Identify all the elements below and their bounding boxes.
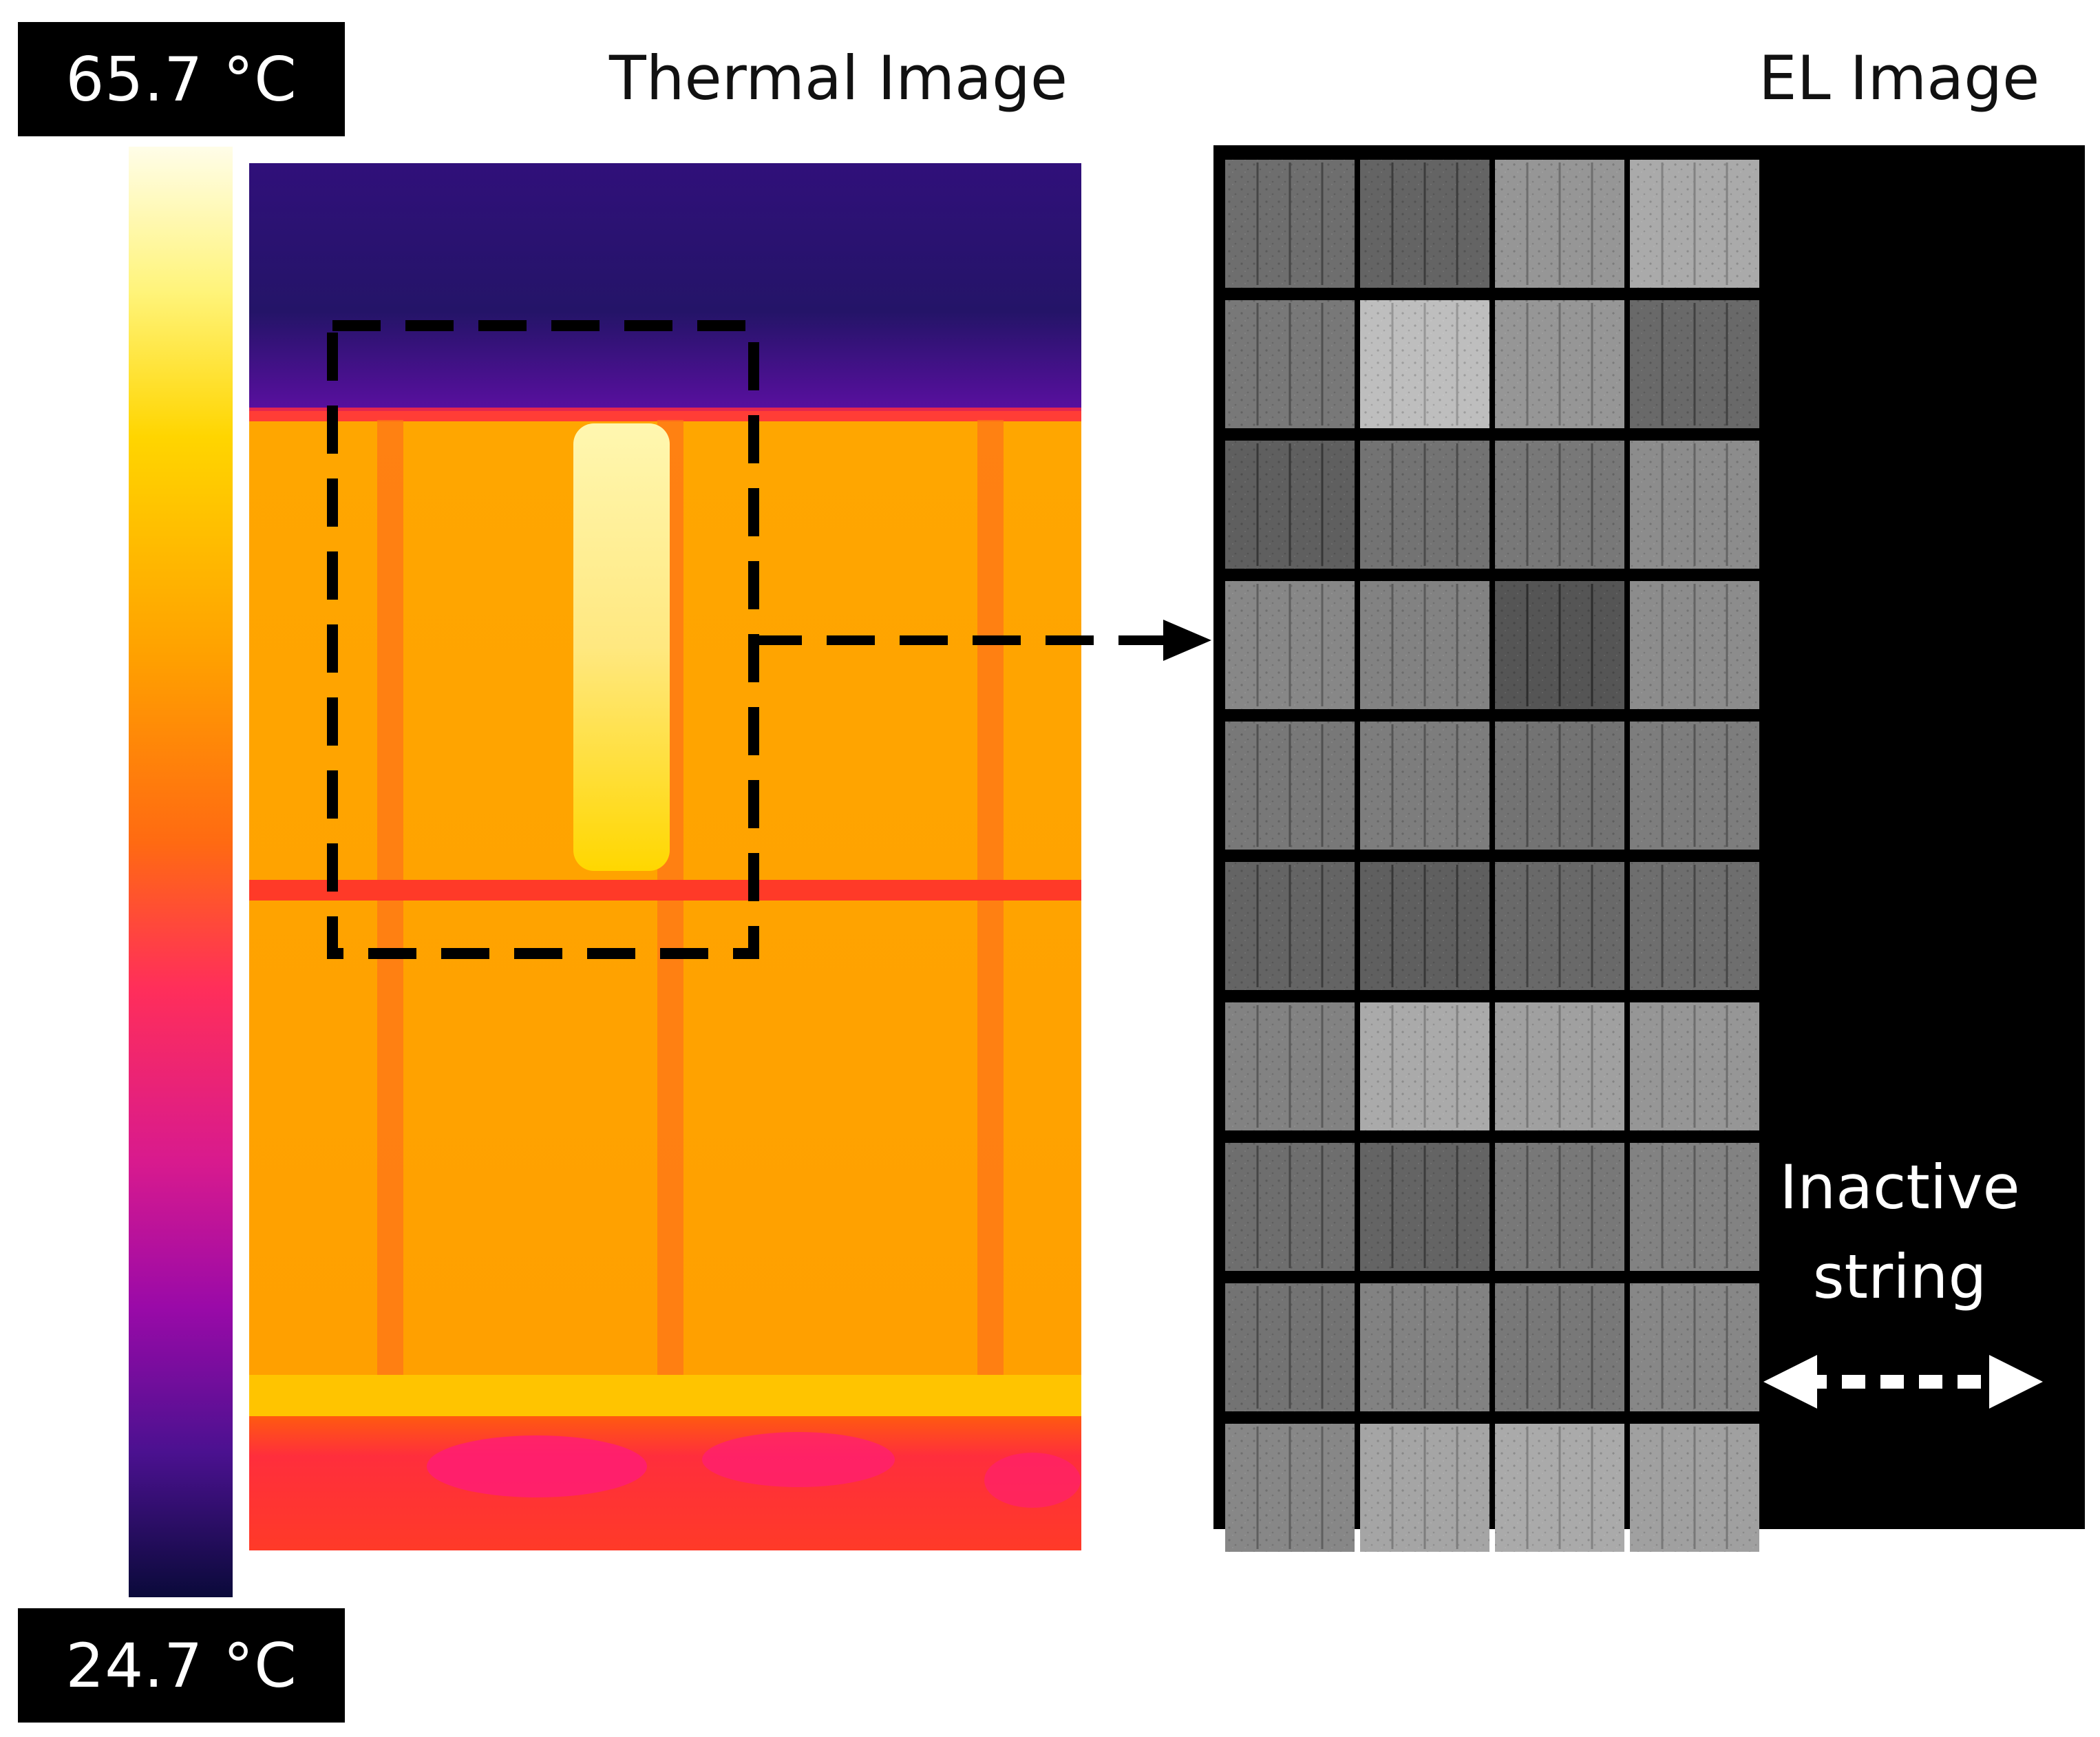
inactive-string-line2: string [1812, 1241, 1987, 1312]
thermal-image [249, 163, 1081, 1550]
inactive-string-label: Inactive string [1748, 1143, 2051, 1322]
thermal-ground-blob [984, 1453, 1081, 1508]
thermal-hotspot [573, 423, 670, 871]
thermal-divider [377, 420, 403, 1384]
thermal-frame-bar [249, 880, 1081, 901]
inactive-string-line1: Inactive [1779, 1152, 2020, 1223]
thermal-sky [249, 163, 1081, 411]
thermal-ground [249, 1416, 1081, 1550]
selection-connector-arrowhead [1163, 620, 1211, 661]
thermal-ground-edge [249, 1375, 1081, 1416]
thermal-divider [977, 420, 1004, 1384]
thermal-ground-blob [702, 1432, 895, 1487]
thermal-image-title: Thermal Image [609, 43, 1068, 114]
thermal-ground-blob [427, 1435, 647, 1497]
el-image-title: EL Image [1759, 43, 2040, 114]
color-scale-bar [129, 147, 233, 1597]
max-temp-label: 65.7 °C [18, 22, 345, 136]
inactive-string-arrow [1763, 1355, 2043, 1409]
thermal-panel-top-edge [249, 408, 1081, 421]
el-cell-grid [1225, 160, 1759, 1552]
min-temp-label: 24.7 °C [18, 1608, 345, 1723]
